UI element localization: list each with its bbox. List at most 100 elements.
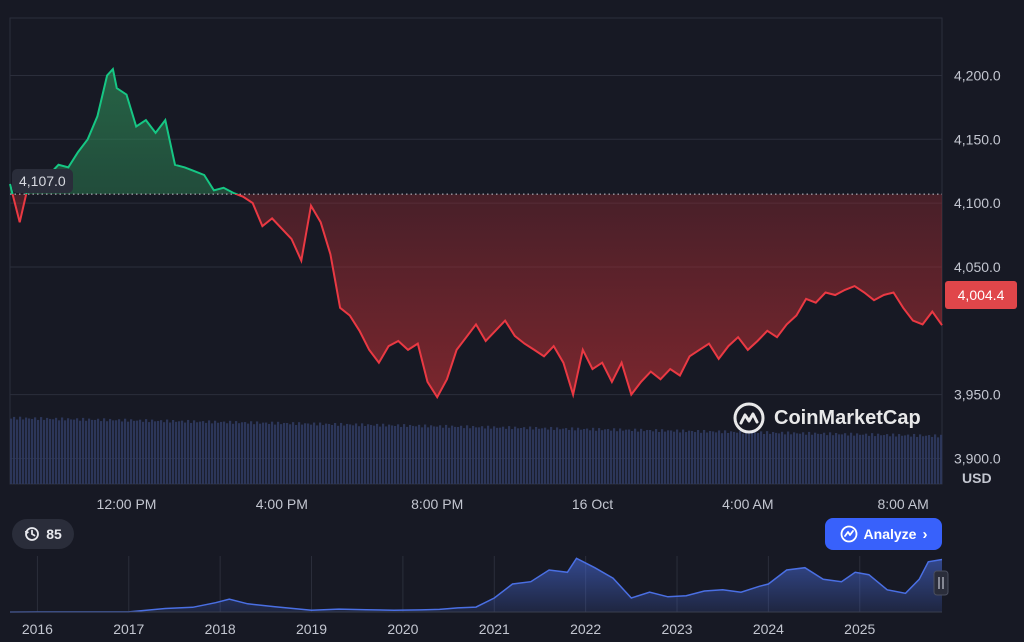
volume-bar	[934, 434, 937, 484]
volume-bar	[817, 433, 820, 484]
volume-bar	[361, 423, 364, 484]
volume-bar	[892, 433, 895, 484]
volume-bar	[913, 433, 916, 484]
volume-bar	[886, 434, 889, 484]
volume-bar	[592, 427, 595, 484]
volume-bar	[694, 432, 697, 484]
range-handle[interactable]	[933, 570, 949, 596]
volume-bar	[652, 431, 655, 484]
volume-bar	[637, 431, 640, 484]
volume-bar	[253, 424, 256, 484]
volume-bar	[631, 430, 634, 484]
volume-bar	[559, 429, 562, 484]
volume-bar	[70, 419, 73, 484]
volume-bar	[727, 432, 730, 484]
volume-bar	[286, 423, 289, 484]
volume-bar	[151, 419, 154, 484]
volume-bar	[427, 427, 430, 484]
volume-bar	[865, 433, 868, 484]
volume-bar	[157, 420, 160, 484]
volume-bar	[736, 432, 739, 484]
history-x-tick-label: 2017	[113, 621, 144, 637]
volume-bar	[541, 428, 544, 484]
volume-bar	[718, 430, 721, 484]
volume-bar	[265, 422, 268, 484]
volume-bar	[547, 429, 550, 484]
volume-bar	[664, 431, 667, 484]
volume-bar	[778, 433, 781, 484]
analyze-sparkle-icon	[840, 525, 857, 543]
volume-bar	[481, 426, 484, 484]
volume-bar	[55, 417, 58, 484]
volume-bar	[757, 433, 760, 484]
volume-bar	[493, 426, 496, 484]
volume-bar	[823, 432, 826, 484]
volume-bar	[16, 419, 19, 484]
volume-bar	[316, 425, 319, 484]
volume-bar	[634, 428, 637, 484]
volume-bar	[826, 435, 829, 484]
volume-bar	[910, 436, 913, 484]
volume-bar	[880, 435, 883, 484]
volume-bar	[295, 425, 298, 484]
volume-bar	[394, 426, 397, 484]
analyze-button[interactable]: Analyze ›	[825, 518, 942, 550]
history-badge[interactable]: 85	[12, 519, 74, 549]
volume-bar	[403, 424, 406, 484]
y-tick-label: 4,150.0	[954, 131, 1001, 147]
coinmarketcap-logo-icon	[733, 402, 765, 434]
volume-bar	[562, 428, 565, 484]
volume-bar	[799, 433, 802, 484]
reference-price-label: 4,107.0	[12, 169, 73, 193]
volume-bar	[319, 422, 322, 484]
volume-bar	[454, 426, 457, 484]
volume-bar	[358, 426, 361, 484]
volume-bar	[418, 424, 421, 484]
x-tick-label: 8:00 PM	[411, 496, 463, 512]
volume-bar	[118, 419, 121, 484]
volume-bar	[814, 432, 817, 484]
volume-bar	[835, 433, 838, 484]
volume-bar	[64, 420, 67, 484]
volume-bar	[79, 420, 82, 484]
volume-bar	[622, 430, 625, 484]
volume-bar	[229, 420, 232, 484]
volume-bar	[220, 421, 223, 484]
volume-bar	[289, 424, 292, 484]
volume-bar	[604, 429, 607, 484]
volume-bar	[187, 419, 190, 484]
y-tick-label: 4,050.0	[954, 259, 1001, 275]
volume-bar	[271, 421, 274, 484]
volume-bar	[355, 423, 358, 484]
volume-bar	[904, 435, 907, 484]
y-tick-label: 4,100.0	[954, 195, 1001, 211]
history-area	[10, 558, 942, 612]
volume-bar	[502, 426, 505, 484]
volume-bar	[820, 434, 823, 484]
y-tick-label: 3,900.0	[954, 450, 1001, 466]
volume-bar	[31, 418, 34, 484]
volume-bar	[514, 426, 517, 484]
volume-bar	[445, 424, 448, 484]
x-tick-label: 4:00 AM	[722, 496, 773, 512]
volume-bar	[436, 426, 439, 484]
price-line-up	[9, 66, 240, 195]
volume-bar	[526, 429, 529, 484]
volume-bar	[517, 428, 520, 484]
volume-bar	[442, 427, 445, 484]
y-tick-label: 4,200.0	[954, 67, 1001, 83]
volume-bar	[745, 430, 748, 484]
history-x-tick-label: 2016	[22, 621, 53, 637]
volume-bar	[22, 419, 25, 484]
volume-bar	[841, 434, 844, 484]
history-count: 85	[46, 526, 62, 542]
volume-bar	[52, 419, 55, 484]
history-x-tick-label: 2020	[387, 621, 418, 637]
volume-bar	[661, 429, 664, 484]
history-x-tick-label: 2022	[570, 621, 601, 637]
volume-bar	[256, 421, 259, 484]
volume-bar	[115, 420, 118, 484]
volume-bar	[766, 431, 769, 484]
volume-bar	[781, 431, 784, 484]
